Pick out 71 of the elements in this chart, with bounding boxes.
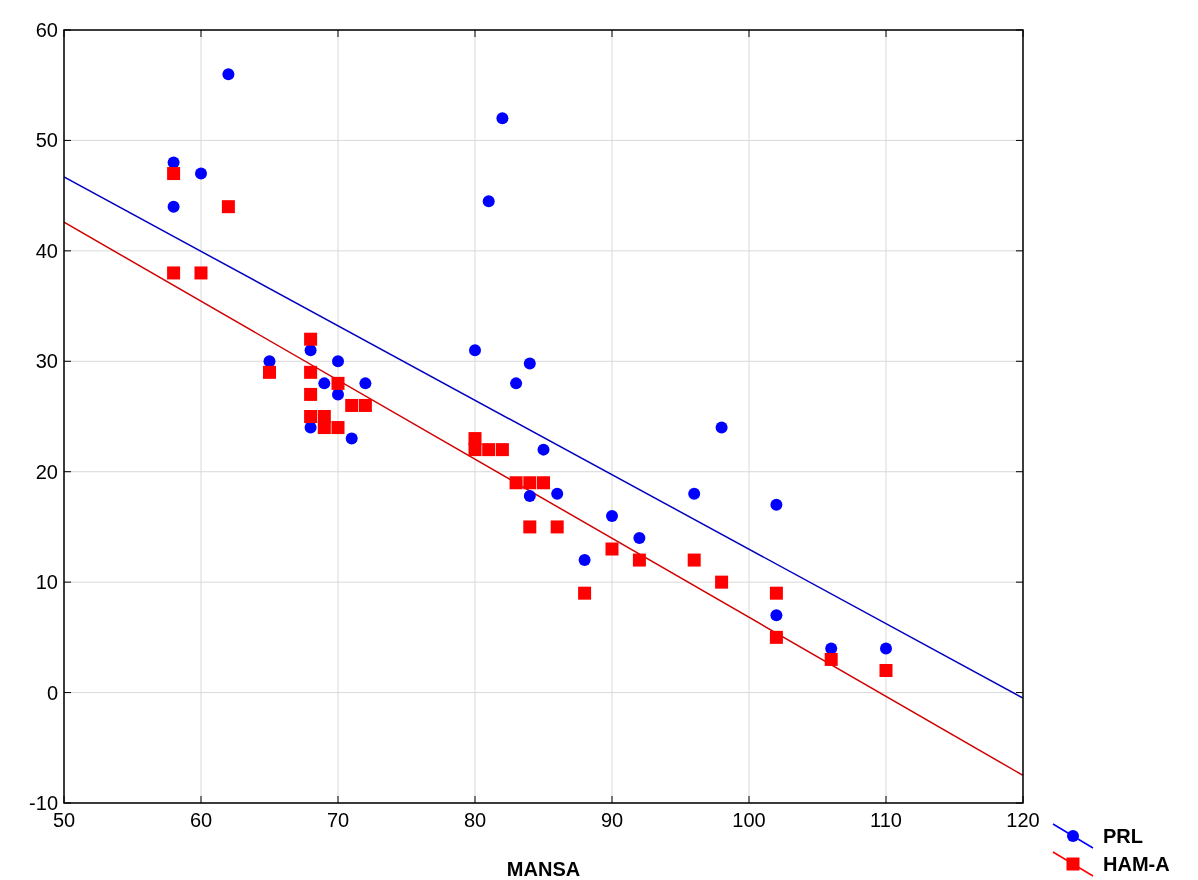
x-tick-label: 60 (189, 809, 213, 831)
point (304, 410, 318, 423)
point (318, 377, 331, 390)
point (331, 376, 345, 390)
point (550, 520, 564, 534)
point (221, 200, 235, 214)
point (523, 520, 537, 534)
point (769, 586, 783, 600)
point (304, 332, 318, 346)
point (769, 630, 783, 644)
point (304, 387, 318, 401)
y-tick-label: 20 (35, 460, 58, 483)
x-tick-label: 90 (600, 809, 624, 831)
point (167, 167, 181, 181)
y-tick-label: 60 (35, 19, 58, 41)
x-tick-label: 70 (326, 809, 350, 831)
x-tick-label: 110 (870, 809, 902, 831)
point (482, 443, 496, 457)
point (495, 443, 509, 457)
point (715, 421, 728, 434)
point (824, 652, 838, 666)
point (167, 200, 180, 213)
point (317, 421, 331, 435)
point (195, 167, 207, 180)
point (263, 365, 276, 379)
point (359, 377, 372, 390)
point (578, 586, 592, 600)
x-tick-label: 100 (732, 809, 766, 831)
y-tick-label: 50 (35, 129, 58, 152)
point (578, 554, 591, 567)
point (523, 476, 537, 490)
point (509, 476, 523, 490)
point (537, 476, 550, 490)
point (879, 663, 893, 677)
y-tick-label: 30 (35, 350, 58, 373)
point (605, 542, 619, 556)
point (523, 357, 536, 370)
point (482, 195, 495, 208)
point (332, 355, 344, 368)
point (633, 531, 646, 544)
legend-label: PRL (1103, 825, 1143, 847)
point (496, 112, 509, 125)
point (510, 377, 523, 390)
point (770, 498, 783, 511)
point (331, 421, 345, 435)
point (880, 642, 892, 655)
y-tick-label: 0 (46, 681, 58, 704)
point (687, 553, 701, 567)
point (632, 553, 646, 567)
y-tick-label: 10 (35, 571, 58, 594)
point (468, 443, 482, 457)
point (222, 68, 235, 81)
point (167, 266, 181, 280)
point (469, 344, 481, 357)
x-tick-label: 120 (1006, 809, 1040, 831)
point (770, 609, 783, 622)
point (715, 575, 729, 589)
point (345, 432, 358, 445)
point (537, 443, 550, 456)
point (358, 398, 372, 412)
point (194, 266, 208, 280)
point (345, 398, 359, 412)
y-tick-label: 40 (35, 239, 58, 262)
point (688, 487, 701, 500)
x-axis-title: MANSA (506, 858, 581, 880)
point (606, 509, 618, 522)
x-tick-label: 80 (463, 809, 487, 831)
point (304, 365, 318, 379)
point (523, 490, 536, 503)
legend-label: HAM-A (1103, 853, 1170, 875)
point (551, 487, 564, 500)
